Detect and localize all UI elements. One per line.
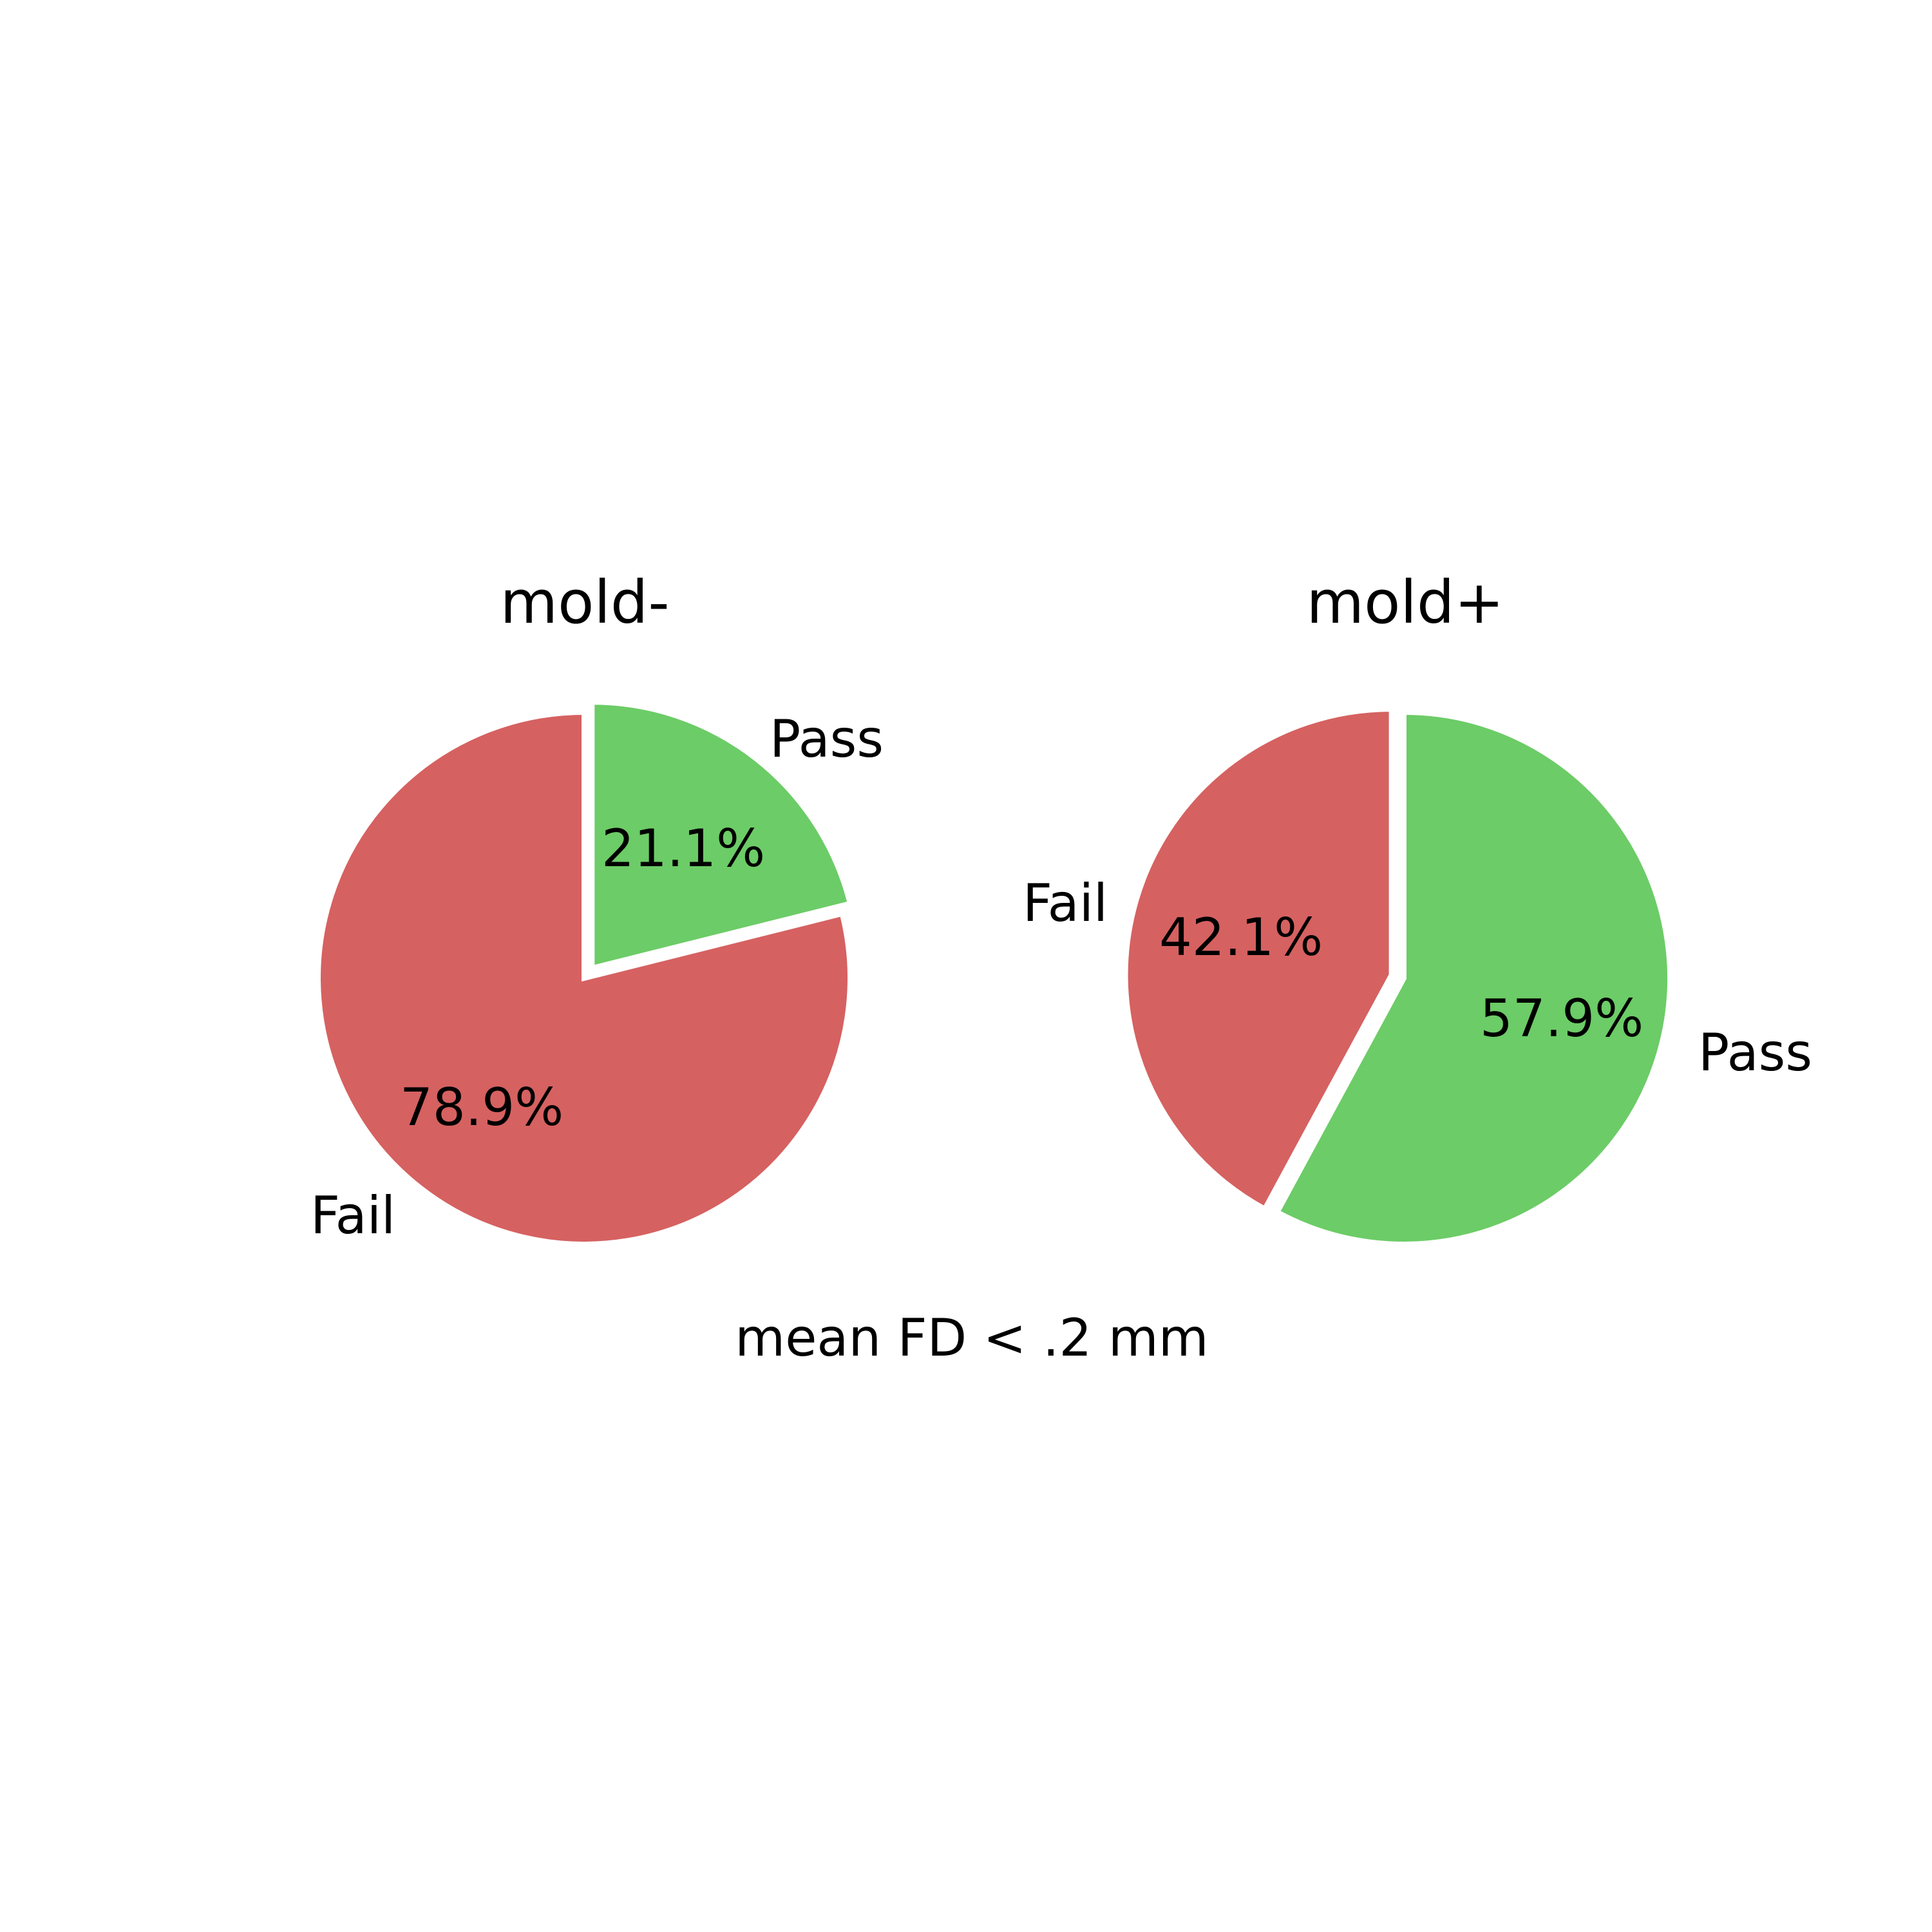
pie-title: mold- (500, 568, 669, 637)
pie-slices (1122, 706, 1672, 1247)
figure-caption: mean FD < .2 mm (735, 1308, 1208, 1368)
pie-slice-pass (1273, 709, 1672, 1247)
slice-label-fail: Fail (1023, 873, 1108, 933)
pie-labels: Pass 21.1% Fail 78.9% (310, 709, 884, 1245)
pct-label-fail: 42.1% (1159, 907, 1323, 967)
slice-label-fail: Fail (310, 1186, 395, 1245)
pie-slice-fail (1122, 706, 1394, 1213)
pct-label-pass: 21.1% (601, 819, 765, 878)
pie-chart-mold-minus: mold- Pass 21.1% Fail 78.9% (310, 568, 884, 1247)
pie-slice-fail (316, 709, 853, 1247)
pie-slice-pass (589, 699, 853, 972)
pct-label-pass: 57.9% (1480, 989, 1643, 1048)
pie-slices (316, 699, 853, 1247)
slice-label-pass: Pass (1698, 1023, 1812, 1083)
pie-chart-mold-plus: mold+ Pass 57.9% Fail 42.1% (1023, 568, 1812, 1247)
slice-label-pass: Pass (770, 709, 884, 769)
pie-title: mold+ (1307, 568, 1504, 637)
pie-labels: Pass 57.9% Fail 42.1% (1023, 873, 1812, 1083)
pct-label-fail: 78.9% (400, 1077, 564, 1137)
